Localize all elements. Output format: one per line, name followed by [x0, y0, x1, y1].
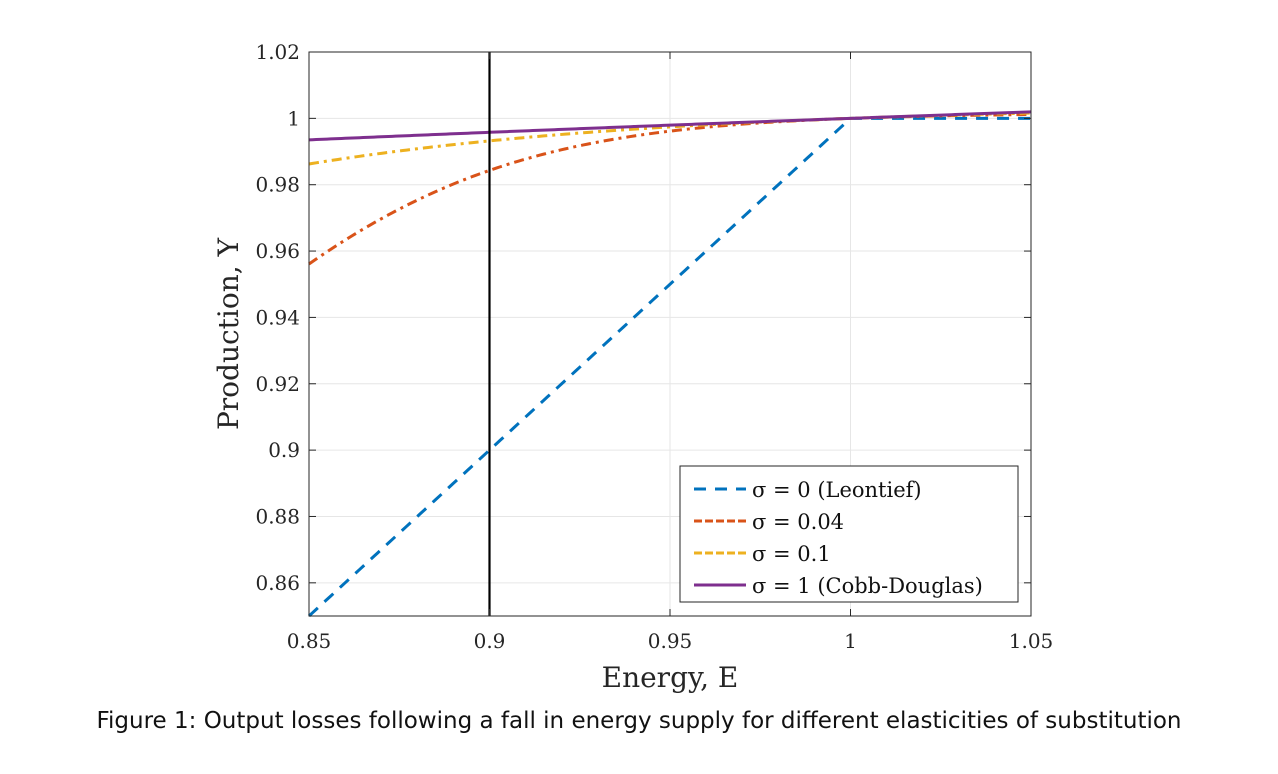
legend-label: σ = 0 (Leontief) — [752, 478, 922, 502]
figure-caption: Figure 1: Output losses following a fall… — [96, 708, 1182, 734]
y-tick-label: 0.96 — [255, 239, 300, 263]
x-tick-label: 0.95 — [648, 629, 693, 653]
series-line-0 — [307, 116, 1031, 618]
x-tick-label: 1.05 — [1009, 629, 1054, 653]
x-tick-label: 0.9 — [474, 629, 506, 653]
y-tick-label: 0.86 — [255, 571, 300, 595]
y-tick-label: 1 — [287, 106, 300, 130]
curves — [307, 110, 1032, 618]
legend-label: σ = 0.04 — [752, 510, 844, 534]
y-tick-label: 0.9 — [268, 438, 300, 462]
x-tick-label: 0.85 — [287, 629, 332, 653]
y-tick-label: 0.94 — [255, 305, 300, 329]
legend: σ = 0 (Leontief) σ = 0.04 σ = 0.1 σ = 1 (Co… — [679, 465, 1019, 603]
y-tick-label: 0.98 — [255, 173, 300, 197]
y-tick-label: 1.02 — [255, 40, 300, 64]
ticks: 0.85 0.9 0.95 1 1.05 0.86 0.88 0.9 0.92 0.94 0.96 0… — [255, 40, 1053, 653]
legend-label: σ = 0.1 — [752, 542, 831, 566]
x-axis-label: Energy, E — [602, 661, 739, 694]
legend-label: σ = 1 (Cobb-Douglas) — [752, 574, 983, 598]
y-tick-label: 0.88 — [255, 504, 300, 528]
x-tick-label: 1 — [844, 629, 857, 653]
y-axis-label: Production, Y — [212, 237, 245, 430]
series-line-3 — [308, 110, 1032, 142]
y-tick-label: 0.92 — [255, 372, 300, 396]
